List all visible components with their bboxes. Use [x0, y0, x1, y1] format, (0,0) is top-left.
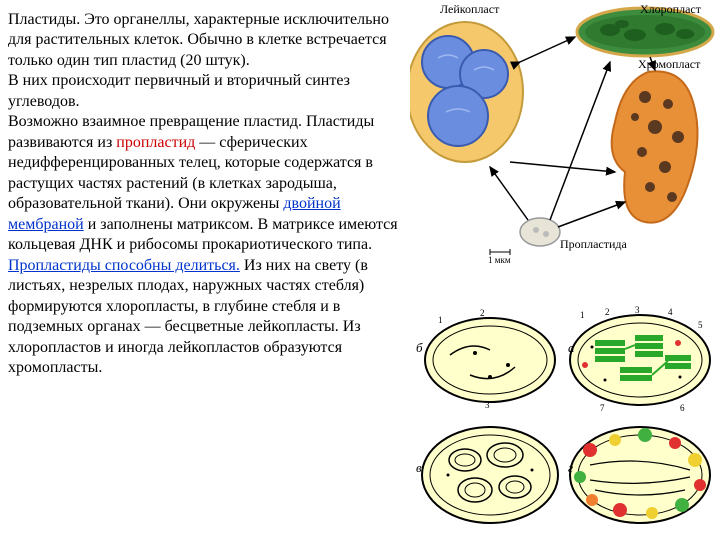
label-leukoplast: Лейкопласт [440, 2, 499, 17]
subletter-a: а [568, 340, 575, 356]
text-proplastid: пропластид [116, 134, 195, 151]
cell-v [422, 427, 558, 523]
label-chloroplast: Хлоропласт [640, 2, 701, 17]
chromoplast-icon [612, 71, 698, 222]
leukoplast-icon [410, 22, 523, 162]
num-4: 4 [668, 307, 673, 317]
proplastida-icon [520, 218, 560, 246]
subletter-g: г [568, 460, 573, 476]
diagram-svg [410, 2, 715, 302]
num-6: 6 [680, 403, 685, 413]
cell-a [570, 315, 710, 405]
subletter-b: б [416, 340, 423, 356]
num-3: 3 [635, 305, 640, 315]
subletter-v: в [416, 460, 422, 476]
label-chromoplast: Хромопласт [638, 57, 700, 72]
num-b2: 2 [480, 308, 485, 318]
text-p2: В них происходит первичный и вторичный с… [8, 72, 350, 109]
cell-g [570, 427, 710, 523]
label-proplastida: Пропластида [560, 237, 627, 252]
plastid-interconversion-diagram: Лейкопласт Хлоропласт Хромопласт Проплас… [410, 2, 715, 302]
main-paragraph: Пластиды. Это органеллы, характерные иск… [8, 10, 408, 378]
text-p1: Пластиды. Это органеллы, характерные иск… [8, 11, 389, 69]
num-b3: 3 [485, 400, 490, 410]
num-b1: 1 [438, 315, 443, 325]
link-proplastids-divide[interactable]: Пропластиды способны делиться. [8, 257, 240, 274]
label-scale: 1 мкм [488, 255, 511, 265]
num-1: 1 [580, 310, 585, 320]
num-5: 5 [698, 320, 703, 330]
num-2: 2 [605, 307, 610, 317]
cell-b [425, 318, 555, 402]
text-p4: Из них на свету (в листьях, незрелых пло… [8, 257, 368, 376]
plastid-types-diagram: а б в г 1 2 3 4 5 7 6 1 2 3 [420, 305, 715, 535]
num-7: 7 [600, 403, 605, 413]
